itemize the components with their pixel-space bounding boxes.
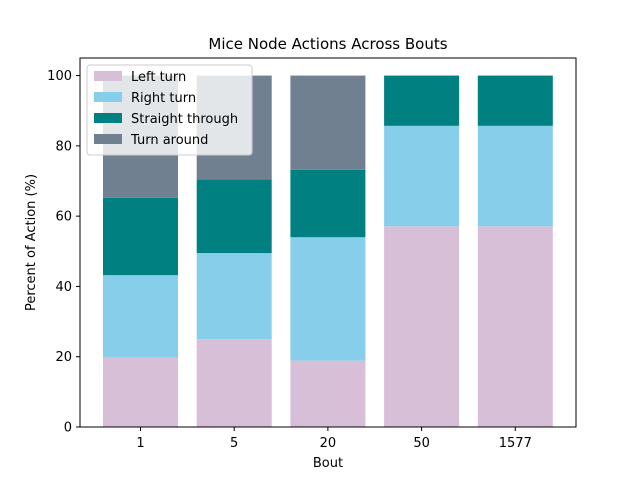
bar-straight-through-1 <box>103 197 178 276</box>
bar-right-turn-1 <box>103 275 178 358</box>
bar-left-turn-1 <box>103 357 178 427</box>
legend-box <box>86 64 253 156</box>
bar-left-turn-20 <box>290 360 366 427</box>
x-tick-label: 1 <box>136 436 144 451</box>
legend-label: Right turn <box>131 91 196 106</box>
bar-straight-through-1577 <box>477 75 553 126</box>
bar-straight-through-50 <box>384 75 460 126</box>
legend-label: Straight through <box>131 112 238 127</box>
legend-swatch <box>94 113 122 123</box>
bar-right-turn-1577 <box>477 125 553 227</box>
legend-label: Left turn <box>131 70 186 85</box>
x-axis-label: Bout <box>313 456 343 471</box>
x-tick-label: 20 <box>320 436 337 451</box>
axes-group: 0 20 40 60 80 100 1 5 20 50 1577 <box>47 57 577 451</box>
bar-right-turn-5 <box>196 253 272 340</box>
y-axis-label: Percent of Action (%) <box>24 174 39 311</box>
bar-right-turn-20 <box>290 237 366 361</box>
x-tick-label: 1577 <box>499 436 532 451</box>
bar-left-turn-50 <box>384 226 460 427</box>
y-tick-label: 60 <box>55 210 72 225</box>
bar-turn-around-20 <box>290 75 366 170</box>
bar-straight-through-20 <box>290 169 366 238</box>
y-tick-label: 40 <box>55 280 72 295</box>
legend-swatch <box>94 71 122 81</box>
y-tick-label: 80 <box>55 139 72 154</box>
bar-left-turn-5 <box>196 339 272 427</box>
bar-straight-through-5 <box>196 179 272 254</box>
legend-label: Turn around <box>130 133 208 148</box>
bar-right-turn-50 <box>384 125 460 227</box>
legend: Left turn Right turn Straight through Turn … <box>86 64 253 156</box>
chart-title: Mice Node Actions Across Bouts <box>208 35 447 53</box>
legend-swatch <box>94 134 122 144</box>
x-tick-label: 5 <box>230 436 238 451</box>
x-tick-label: 50 <box>413 436 430 451</box>
legend-swatch <box>94 92 122 102</box>
y-tick-label: 0 <box>64 421 72 436</box>
y-tick-label: 20 <box>55 350 72 365</box>
bar-left-turn-1577 <box>477 226 553 427</box>
y-tick-label: 100 <box>47 69 72 84</box>
